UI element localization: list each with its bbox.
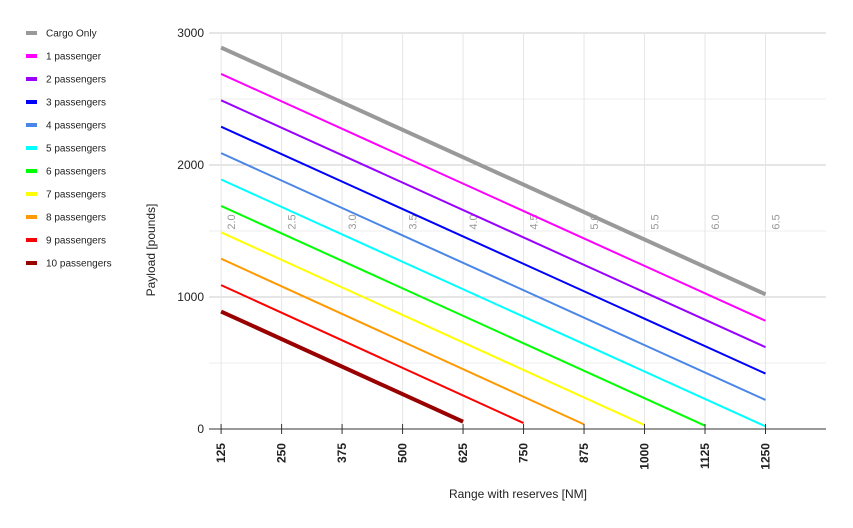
x-tick-label: 125 [214,443,228,463]
series-line [220,99,766,349]
legend-label: Cargo Only [46,29,97,40]
series-line [220,178,766,428]
secondary-label: 6.5 [771,214,783,229]
y-tick-label: 3000 [177,26,204,40]
x-axis-title: Range with reserves [NM] [449,487,587,501]
legend-label: 2 passengers [46,75,106,86]
y-tick-label: 0 [197,422,204,436]
legend-label: 5 passengers [46,144,106,155]
series-line [220,257,585,426]
series-line [220,152,766,401]
y-axis-title: Payload [pounds] [144,204,158,297]
secondary-label: 2.5 [287,214,299,229]
series-line [220,231,645,426]
y-tick-label: 1000 [177,290,204,304]
series-line [220,73,766,322]
legend-label: 8 passengers [46,213,106,224]
legend-label: 9 passengers [46,236,106,247]
legend-label: 1 passenger [46,52,102,63]
series-line [220,205,706,427]
secondary-label: 4.0 [468,214,480,229]
x-tick-label: 1250 [759,443,773,470]
series-line [220,125,766,375]
axes: 0 1000 2000 3000 125 250 375 500 625 750 875 1000 11… [177,26,826,470]
x-tick-label: 375 [335,443,349,463]
x-tick-label: 250 [275,443,289,463]
legend-label: 3 passengers [46,98,106,109]
series-line [220,45,767,297]
series-lines [220,45,767,428]
x-tick-label: 1125 [698,443,712,469]
series-line [220,284,524,424]
legend-label: 10 passengers [46,259,112,270]
legend-label: 7 passengers [46,190,106,201]
legend: Cargo Only 1 passenger 2 passengers 3 passe… [26,29,112,270]
series-line [220,309,464,424]
y-tick-label: 2000 [177,158,204,172]
x-tick-label: 625 [456,443,470,463]
secondary-label: 2.0 [226,214,238,229]
secondary-label: 3.5 [408,214,420,229]
secondary-label: 5.5 [650,214,662,229]
grid [209,32,826,430]
x-tick-label: 1000 [638,443,652,470]
secondary-labels: 2.0 2.5 3.0 3.5 4.0 4.5 5.0 5.5 6.0 6.5 [226,214,782,229]
x-tick-label: 500 [396,443,410,463]
legend-label: 6 passengers [46,167,106,178]
x-tick-label: 875 [577,443,591,463]
x-tick-label: 750 [517,443,531,463]
secondary-label: 6.0 [710,214,722,229]
secondary-label: 3.0 [347,214,359,229]
legend-label: 4 passengers [46,121,106,132]
